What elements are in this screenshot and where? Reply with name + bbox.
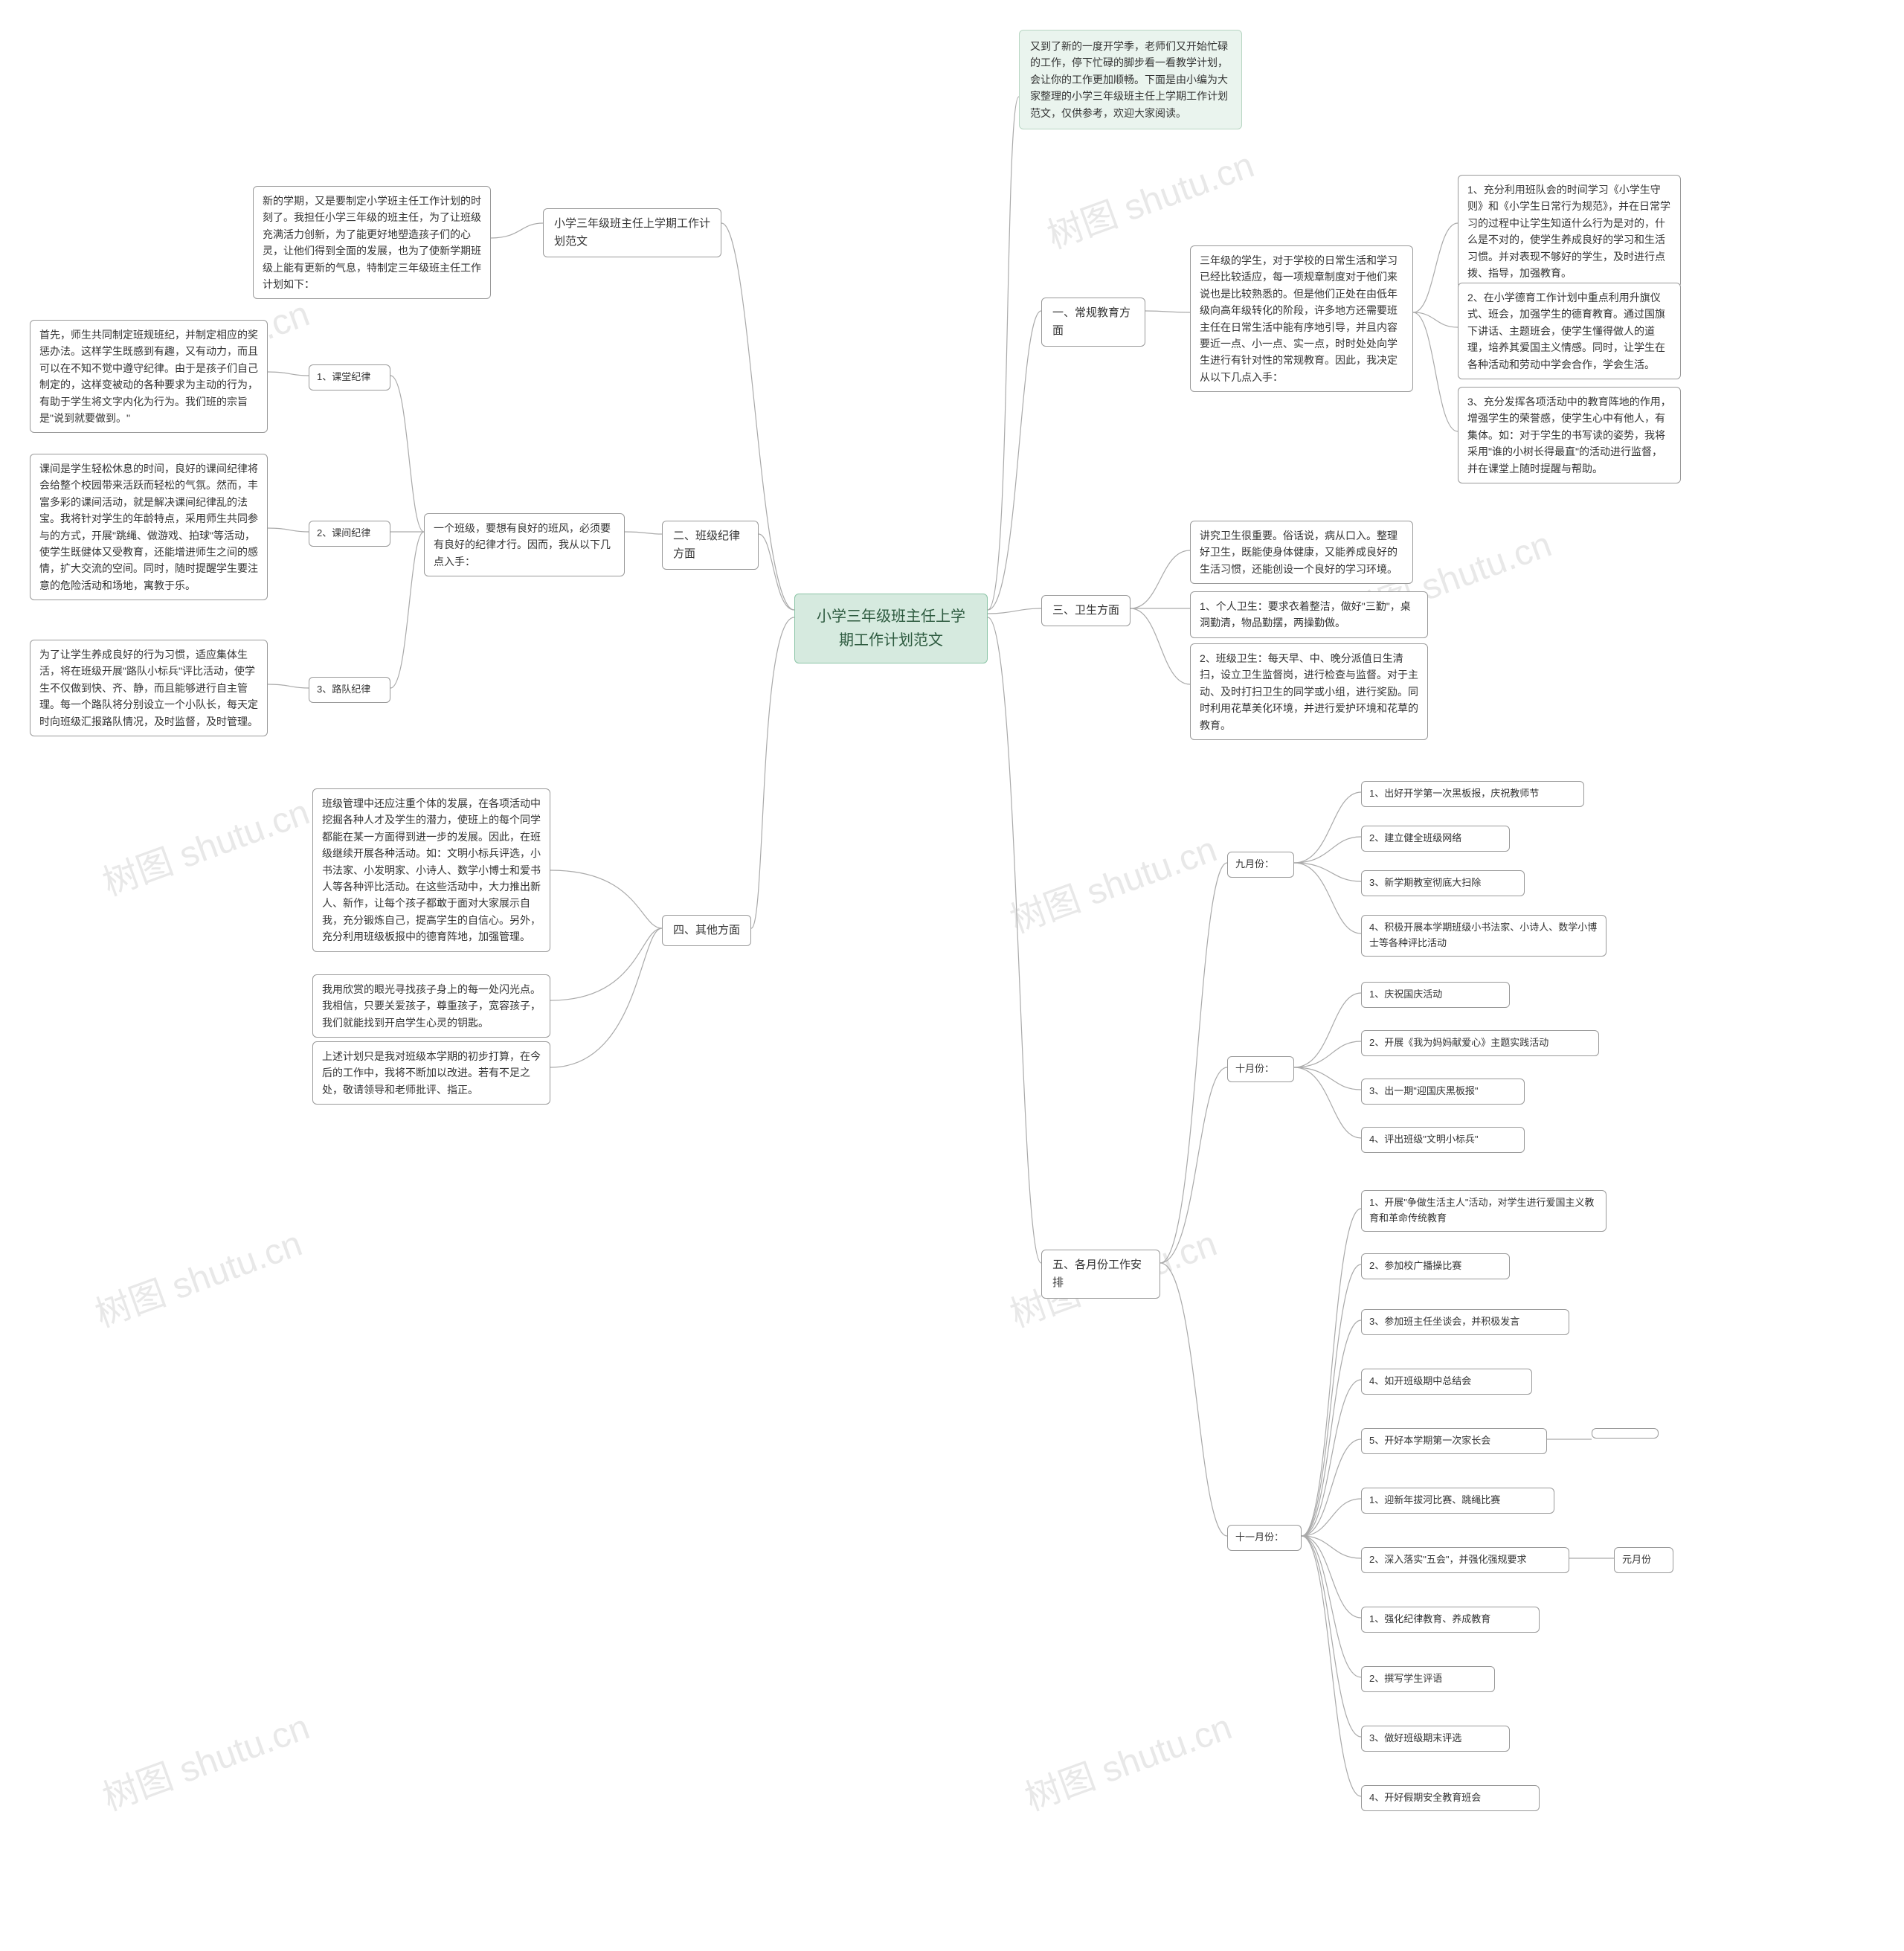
right-b3-l1: 1、个人卫生：要求衣着整洁，做好"三勤"，桌洞勤清，物品勤摆，两操勤做。 [1190,591,1428,638]
left-b2-sub: 一个班级，要想有良好的班风，必须要有良好的纪律才行。因而，我从以下几点入手： [424,513,625,576]
left-b2-i3-text: 为了让学生养成良好的行为习惯，适应集体生活，将在班级开展"路队小标兵"评比活动，… [30,640,268,736]
left-b2-title: 二、班级纪律方面 [662,521,759,570]
month-10-i1: 1、庆祝国庆活动 [1361,982,1510,1008]
watermark: 树图 shutu.cn [94,1697,315,1820]
month-11-i3: 3、参加班主任坐谈会，并积极发言 [1361,1309,1569,1335]
left-b4-l3: 上述计划只是我对班级本学期的初步打算，在今后的工作中，我将不断加以改进。若有不足… [312,1041,550,1105]
month-9-i3: 3、新学期教室彻底大扫除 [1361,870,1525,896]
right-b3-title: 三、卫生方面 [1041,595,1130,626]
extra-e1: 1、迎新年拔河比赛、跳绳比赛 [1361,1488,1554,1514]
right-b3-sub: 讲究卫生很重要。俗话说，病从口入。整理好卫生，既能使身体健康，又能养成良好的生活… [1190,521,1413,584]
month-9-i4: 4、积极开展本学期班级小书法家、小诗人、数学小博士等各种评比活动 [1361,915,1606,957]
month-11-i5: 5、开好本学期第一次家长会 [1361,1428,1547,1454]
month-11-i2: 2、参加校广播操比赛 [1361,1253,1510,1279]
watermark: 树图 shutu.cn [87,1214,308,1337]
extra-e2: 2、深入落实"五会"，并强化强规要求 [1361,1547,1569,1573]
right-b1-title: 一、常规教育方面 [1041,298,1145,347]
watermark: 树图 shutu.cn [1039,135,1260,258]
intro-node: 又到了新的一度开学季，老师们又开始忙碌的工作，停下忙碌的脚步看一看教学计划，会让… [1019,30,1242,129]
right-b5-title: 五、各月份工作安排 [1041,1250,1160,1299]
left-b1-title: 小学三年级班主任上学期工作计划范文 [543,208,721,257]
root-node: 小学三年级班主任上学期工作计划范文 [794,594,988,663]
left-b2-i2-label: 2、课间纪律 [309,521,390,547]
extra-e6: 4、开好假期安全教育班会 [1361,1785,1540,1811]
left-b2-i2-text: 课间是学生轻松休息的时间，良好的课间纪律将会给整个校园带来活跃而轻松的气氛。然而… [30,454,268,600]
month-10-i2: 2、开展《我为妈妈献爱心》主题实践活动 [1361,1030,1599,1056]
month-9-i2: 2、建立健全班级网络 [1361,826,1510,852]
left-b1-leaf: 新的学期，又是要制定小学班主任工作计划的时刻了。我担任小学三年级的班主任，为了让… [253,186,491,299]
watermark: 树图 shutu.cn [1002,820,1223,942]
month-9-i1: 1、出好开学第一次黑板报，庆祝教师节 [1361,781,1584,807]
month-10-i4: 4、评出班级"文明小标兵" [1361,1127,1525,1153]
month-11-i1: 1、开展"争做生活主人"活动，对学生进行爱国主义教育和革命传统教育 [1361,1190,1606,1232]
month-11-i4: 4、如开班级期中总结会 [1361,1369,1532,1395]
left-b4-l2: 我用欣赏的眼光寻找孩子身上的每一处闪光点。我相信，只要关爱孩子，尊重孩子，宽容孩… [312,974,550,1038]
extra-e5: 3、做好班级期末评选 [1361,1726,1510,1752]
right-b3-l2: 2、班级卫生：每天早、中、晚分派值日生清扫，设立卫生监督岗，进行检查与监督。对于… [1190,643,1428,740]
left-b2-i1-text: 首先，师生共同制定班规班纪，并制定相应的奖惩办法。这样学生既感到有趣，又有动力，… [30,320,268,433]
month-11-label: 十一月份： [1227,1525,1302,1551]
month-10-i3: 3、出一期"迎国庆黑板报" [1361,1079,1525,1105]
left-b4-title: 四、其他方面 [662,915,751,946]
watermark: 树图 shutu.cn [1017,1697,1238,1820]
watermark: 树图 shutu.cn [94,782,315,905]
extra-e4: 2、撰写学生评语 [1361,1666,1495,1692]
right-b1-sub: 三年级的学生，对于学校的日常生活和学习已经比较适应，每一项规章制度对于他们来说也… [1190,245,1413,392]
left-b2-i3-label: 3、路队纪律 [309,677,390,703]
extra-e3: 1、强化纪律教育、养成教育 [1361,1607,1540,1633]
month-9-label: 九月份： [1227,852,1294,878]
left-b2-i1-label: 1、课堂纪律 [309,364,390,390]
month-10-label: 十月份： [1227,1056,1294,1082]
extra-ex2: 元月份 [1614,1547,1673,1573]
left-b4-l1: 班级管理中还应注重个体的发展，在各项活动中挖掘各种人才及学生的潜力，使班上的每个… [312,788,550,952]
month-11-ex5 [1592,1428,1659,1439]
right-b1-l1: 1、充分利用班队会的时间学习《小学生守则》和《小学生日常行为规范》，并在日常学习… [1458,175,1681,288]
right-b1-l3: 3、充分发挥各项活动中的教育阵地的作用，增强学生的荣誉感，使学生心中有他人，有集… [1458,387,1681,483]
right-b1-l2: 2、在小学德育工作计划中重点利用升旗仪式、班会，加强学生的德育教育。通过国旗下讲… [1458,283,1681,379]
